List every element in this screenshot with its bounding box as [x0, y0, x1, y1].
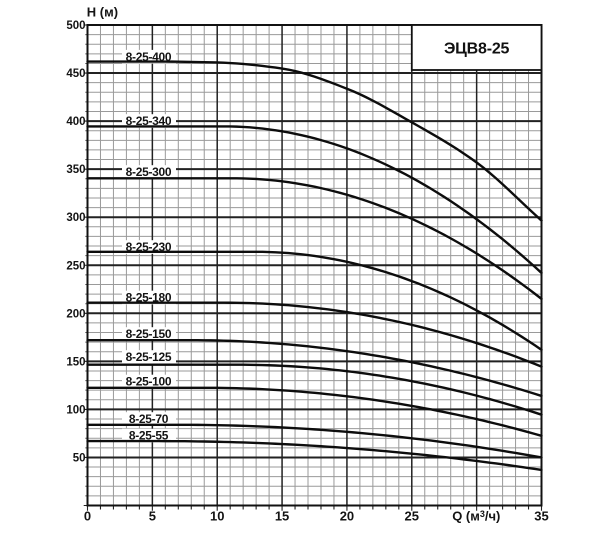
svg-text:Q (м3/ч): Q (м3/ч): [452, 509, 500, 524]
svg-text:100: 100: [66, 404, 85, 416]
svg-text:0: 0: [84, 509, 91, 524]
svg-text:10: 10: [210, 509, 224, 524]
svg-text:ЭЦВ8-25: ЭЦВ8-25: [444, 41, 510, 58]
svg-text:200: 200: [66, 308, 85, 320]
svg-text:35: 35: [534, 509, 548, 524]
svg-text:20: 20: [340, 509, 354, 524]
svg-text:8-25-340: 8-25-340: [126, 114, 172, 128]
svg-text:15: 15: [275, 509, 289, 524]
svg-text:8-25-230: 8-25-230: [126, 240, 172, 254]
svg-text:300: 300: [66, 212, 85, 224]
svg-text:8-25-180: 8-25-180: [126, 291, 172, 305]
svg-text:8-25-70: 8-25-70: [129, 412, 169, 426]
svg-text:350: 350: [66, 164, 85, 176]
svg-text:8-25-400: 8-25-400: [126, 50, 172, 64]
svg-text:450: 450: [66, 68, 85, 80]
svg-text:8-25-150: 8-25-150: [126, 327, 172, 341]
svg-text:H (м): H (м): [87, 5, 118, 20]
svg-text:50: 50: [73, 452, 86, 464]
svg-text:500: 500: [66, 20, 85, 32]
svg-text:8-25-125: 8-25-125: [126, 350, 172, 364]
svg-text:250: 250: [66, 260, 85, 272]
svg-text:400: 400: [66, 116, 85, 128]
svg-text:8-25-55: 8-25-55: [129, 429, 169, 443]
svg-text:25: 25: [405, 509, 419, 524]
svg-text:5: 5: [149, 509, 156, 524]
svg-text:8-25-100: 8-25-100: [126, 375, 172, 389]
svg-text:8-25-300: 8-25-300: [126, 165, 172, 179]
svg-text:150: 150: [66, 356, 85, 368]
